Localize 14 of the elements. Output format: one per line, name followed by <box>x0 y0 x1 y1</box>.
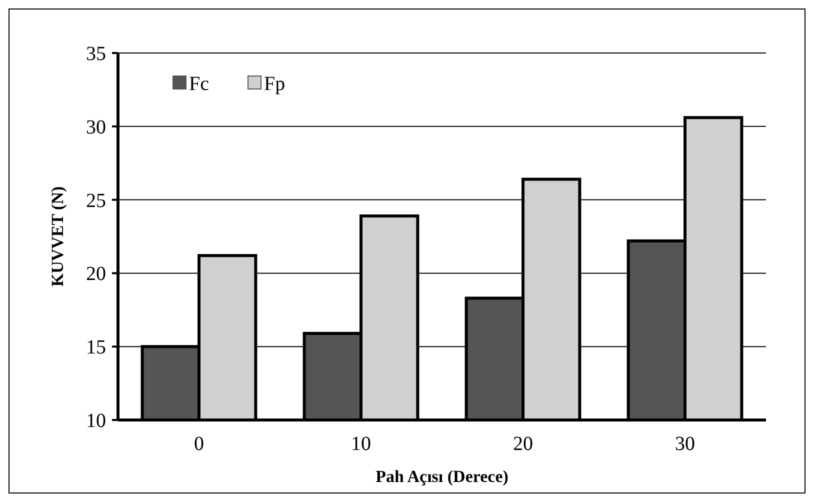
y-tick-label: 20 <box>86 263 106 286</box>
x-tick-label: 10 <box>351 433 371 455</box>
y-tick-label: 35 <box>86 43 106 65</box>
x-axis-title: Pah Açısı (Derece) <box>376 467 508 486</box>
x-tick-label: 30 <box>675 433 695 455</box>
legend-label: Fp <box>264 73 286 95</box>
y-tick-label: 10 <box>86 410 106 432</box>
y-axis-title: KUVVET (N) <box>48 186 67 287</box>
x-tick-label: 0 <box>194 433 204 455</box>
y-tick-label: 25 <box>86 190 106 212</box>
y-tick-label: 30 <box>86 116 106 138</box>
legend-label: Fc <box>189 73 210 95</box>
x-tick-label: 20 <box>513 433 533 455</box>
y-tick-label: 15 <box>86 336 106 359</box>
